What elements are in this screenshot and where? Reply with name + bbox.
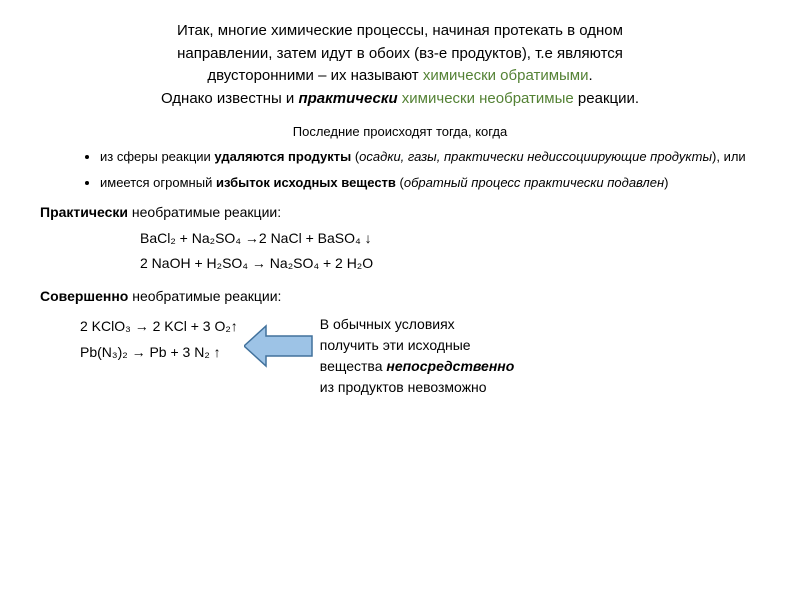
intro-paragraph: Итак, многие химические процессы, начина…: [40, 20, 760, 110]
sec2-t2: необратимые реакции:: [128, 288, 281, 304]
arrow-left-icon: [244, 324, 314, 373]
sub-intro: Последние происходят тогда, когда: [40, 124, 760, 139]
b1p5: ), или: [712, 149, 746, 164]
list-item: из сферы реакции удаляются продукты (оса…: [100, 147, 760, 167]
equation: 2 NaOH + H₂SO₄ → Na₂SO₄ + 2 H₂O: [140, 251, 760, 276]
equation: 2 KClO₃ → 2 KCl + 3 O₂↑: [80, 314, 238, 339]
note-l3b: непосредственно: [386, 358, 514, 374]
intro-l3a: двусторонними – их называют: [207, 67, 423, 84]
side-note: В обычных условиях получить эти исходные…: [320, 314, 760, 398]
intro-l2: направлении, затем идут в обоих (вз-е пр…: [177, 45, 623, 62]
list-item: имеется огромный избыток исходных вещест…: [100, 173, 760, 193]
intro-l4d: реакции.: [574, 90, 639, 107]
intro-l4c: химически необратимые: [398, 90, 574, 107]
note-l2: получить эти исходные: [320, 337, 471, 353]
bullet-list: из сферы реакции удаляются продукты (оса…: [80, 147, 760, 192]
equation: BaCl₂ + Na₂SO₄ →2 NaCl + BaSO₄ ↓: [140, 226, 760, 251]
equation: Pb(N₃)₂ → Pb + 3 N₂ ↑: [80, 340, 238, 365]
b1p2: удаляются продукты: [214, 149, 351, 164]
intro-l1: Итак, многие химические процессы, начина…: [177, 22, 623, 39]
note-l4: из продуктов невозможно: [320, 379, 487, 395]
b2p4: обратный процесс практически подавлен: [404, 175, 664, 190]
b2p2: избыток исходных веществ: [216, 175, 396, 190]
b2p3: (: [396, 175, 404, 190]
note-l3a: вещества: [320, 358, 387, 374]
bottom-row: 2 KClO₃ → 2 KCl + 3 O₂↑ Pb(N₃)₂ → Pb + 3…: [40, 310, 760, 398]
document-page: Итак, многие химические процессы, начина…: [0, 0, 800, 418]
intro-l4a: Однако известны и: [161, 90, 299, 107]
b1p3: (: [351, 149, 359, 164]
sec2-t1: Совершенно: [40, 288, 128, 304]
note-l1: В обычных условиях: [320, 316, 455, 332]
section-1-title: Практически необратимые реакции:: [40, 204, 760, 220]
intro-l3c: .: [589, 67, 593, 84]
b2p5: ): [664, 175, 668, 190]
intro-l3b: химически обратимыми: [423, 67, 589, 84]
sec1-t1: Практически: [40, 204, 128, 220]
equation-block-2: 2 KClO₃ → 2 KCl + 3 O₂↑ Pb(N₃)₂ → Pb + 3…: [80, 314, 238, 364]
b1p4: осадки, газы, практически недиссоциирующ…: [359, 149, 712, 164]
sec1-t2: необратимые реакции:: [128, 204, 281, 220]
section-2-title: Совершенно необратимые реакции:: [40, 288, 760, 304]
intro-l4b: практически: [298, 90, 397, 107]
equation-block-1: BaCl₂ + Na₂SO₄ →2 NaCl + BaSO₄ ↓ 2 NaOH …: [140, 226, 760, 276]
b1p1: из сферы реакции: [100, 149, 214, 164]
b2p1: имеется огромный: [100, 175, 216, 190]
